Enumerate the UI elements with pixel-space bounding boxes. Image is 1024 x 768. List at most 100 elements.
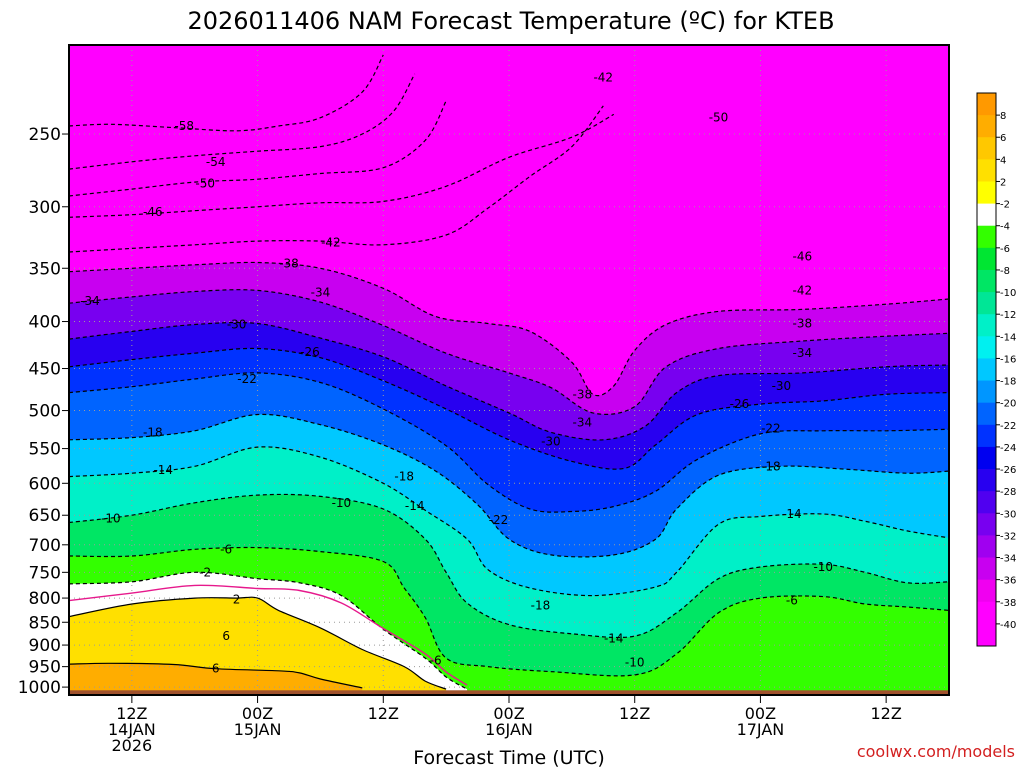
isotherm-label: -10 xyxy=(625,655,645,669)
isotherm-label: -26 xyxy=(730,397,750,411)
isotherm-label: -2 xyxy=(199,565,211,579)
temperature-fill-bands xyxy=(69,262,949,695)
isotherm-label: -14 xyxy=(782,507,802,521)
isotherm-label: -18 xyxy=(143,425,163,439)
y-tick-label-850: 850 xyxy=(29,613,61,633)
colorbar-swatch xyxy=(977,402,996,426)
isotherm-label: -34 xyxy=(80,294,100,308)
colorbar-label: -10 xyxy=(1000,288,1016,299)
y-tick-label-600: 600 xyxy=(29,474,61,494)
y-tick-label-300: 300 xyxy=(29,198,61,218)
x-tick-label: 00Z xyxy=(242,704,273,723)
isotherm--42 xyxy=(69,105,604,253)
isotherm-label: -14 xyxy=(604,631,624,645)
colorbar-label: 8 xyxy=(1000,111,1006,122)
x-tick-label: 12Z xyxy=(870,704,901,723)
isotherm-label: -34 xyxy=(311,286,331,300)
x-axis-title: Forecast Time (UTC) xyxy=(413,747,604,768)
isotherm-label: -46 xyxy=(793,250,813,264)
colorbar-label: -2 xyxy=(1000,200,1010,211)
colorbar-swatch xyxy=(977,446,996,470)
isotherm--6 xyxy=(69,546,949,677)
isotherm-label: -10 xyxy=(101,511,121,525)
x-tick-label: 00Z xyxy=(493,704,524,723)
isotherm-label: -34 xyxy=(793,346,813,360)
colorbar-label: -34 xyxy=(1000,554,1016,565)
colorbar-label: -16 xyxy=(1000,354,1016,365)
colorbar-swatch xyxy=(977,137,996,160)
colorbar-swatch xyxy=(977,424,996,448)
colorbar-swatch xyxy=(977,491,996,514)
colorbar-swatch xyxy=(977,535,996,559)
colorbar-label: -14 xyxy=(1000,332,1016,343)
isotherm-label: -6 xyxy=(220,542,232,556)
isotherm--14 xyxy=(69,446,949,597)
colorbar-swatch xyxy=(977,181,996,205)
colorbar-label: -24 xyxy=(1000,443,1016,454)
credit-link[interactable]: coolwx.com/models xyxy=(857,742,1015,761)
colorbar-swatch xyxy=(977,336,996,359)
freezing-line xyxy=(69,584,468,686)
x-tick-label: 17JAN xyxy=(737,720,785,739)
isotherm-label: -58 xyxy=(174,119,194,133)
x-tick-label: 12Z xyxy=(368,704,399,723)
colorbar-legend: 8 6 4 2 -2 -4 -6 -8 -10 -12 -14 -16 -18 -20 -22 -24 -26 -… xyxy=(976,92,1016,647)
colorbar-label: -30 xyxy=(1000,509,1016,520)
x-tick-label: 00Z xyxy=(745,704,776,723)
colorbar-swatch xyxy=(977,579,996,603)
isotherm-label: -38 xyxy=(279,257,299,271)
ground-surface xyxy=(69,690,949,695)
isotherm-label: -18 xyxy=(394,470,414,484)
isotherm-label: 2 xyxy=(233,593,241,607)
colorbar-label: -4 xyxy=(1000,222,1010,233)
colorbar-swatch xyxy=(977,623,996,647)
colorbar-label: -40 xyxy=(1000,620,1016,631)
grid-lines xyxy=(69,45,949,695)
colorbar-swatch xyxy=(977,314,996,337)
x-tick-label: 15JAN xyxy=(234,720,282,739)
y-tick-label-900: 900 xyxy=(29,636,61,656)
colorbar-label: -28 xyxy=(1000,487,1016,498)
x-tick-label: 12Z xyxy=(619,704,650,723)
x-tick-label: 2026 xyxy=(111,736,152,755)
isotherm--26 xyxy=(69,347,949,470)
colorbar-label: -32 xyxy=(1000,531,1016,542)
colorbar-swatch xyxy=(977,380,996,404)
colorbar-swatch xyxy=(977,269,996,293)
isotherm--34 xyxy=(69,289,949,415)
colorbar-swatch xyxy=(977,601,996,625)
isotherm-label: -54 xyxy=(206,155,226,169)
colorbar-swatch xyxy=(977,93,996,116)
isotherm-label: -10 xyxy=(813,560,833,574)
colorbar-swatch xyxy=(977,557,996,581)
y-tick-label-250: 250 xyxy=(29,125,61,145)
colorbar-swatch xyxy=(977,203,996,227)
isotherm-label: -38 xyxy=(793,317,813,331)
isotherm-label: -34 xyxy=(573,415,593,429)
colorbar-swatch xyxy=(977,358,996,382)
y-tick-label-400: 400 xyxy=(29,313,61,333)
colorbar-label: 2 xyxy=(1000,177,1006,188)
isotherm-label: -30 xyxy=(541,434,561,448)
x-tick-label: 14JAN xyxy=(108,720,156,739)
isotherm-label: -6 xyxy=(430,653,442,667)
isotherm-label: -18 xyxy=(531,598,551,612)
isotherm-label: -42 xyxy=(321,235,341,249)
colorbar-label: -6 xyxy=(1000,244,1010,255)
isotherm-label: -50 xyxy=(195,176,215,190)
isotherm-6 xyxy=(69,662,363,689)
y-tick-label-550: 550 xyxy=(29,440,61,460)
isotherm-label: 6 xyxy=(212,662,220,676)
colorbar-label: 4 xyxy=(1000,155,1006,166)
colorbar-label: -36 xyxy=(1000,576,1016,587)
y-tick-label-350: 350 xyxy=(29,259,61,279)
y-tick-label-750: 750 xyxy=(29,563,61,583)
isotherm--46 xyxy=(69,113,615,218)
isotherm--18 xyxy=(69,413,949,558)
isotherm-label: -30 xyxy=(772,379,792,393)
colorbar-frame xyxy=(976,92,997,647)
isotherm-label: -38 xyxy=(573,387,593,401)
colorbar-label: -8 xyxy=(1000,266,1010,277)
isotherm--22 xyxy=(69,372,949,513)
isotherm-label: -22 xyxy=(761,422,781,436)
